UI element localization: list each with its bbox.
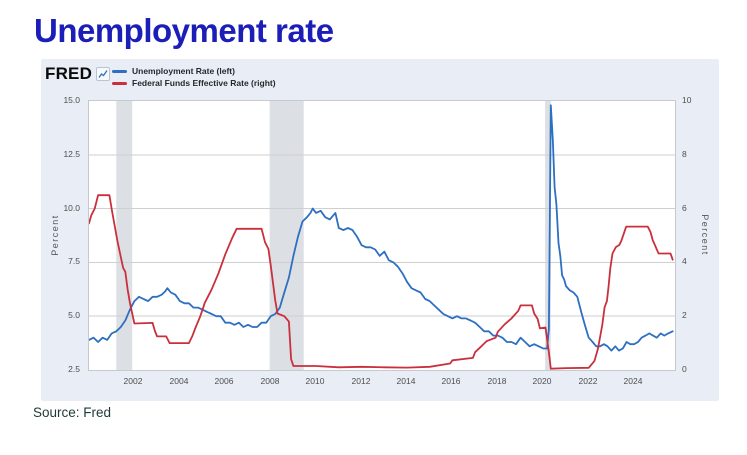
y-tick-left: 2.5 [68,364,80,374]
legend-label-unemployment: Unemployment Rate (left) [132,66,235,76]
series-unemployment-rate [89,104,674,352]
x-tick: 2022 [578,376,598,386]
y-axis-right: 10 8 6 4 2 0 [679,95,709,374]
legend-label-fed-funds: Federal Funds Effective Rate (right) [132,78,276,88]
y-tick-left: 7.5 [68,256,80,266]
y-tick-right: 0 [682,364,687,374]
legend-item-fed-funds: Federal Funds Effective Rate (right) [112,77,276,89]
y-tick-left: 15.0 [63,95,80,105]
x-tick: 2008 [260,376,280,386]
y-axis-left: 15.0 12.5 10.0 7.5 5.0 2.5 [41,95,84,374]
x-tick: 2024 [623,376,643,386]
page-title: Unemployment rate [34,12,334,49]
x-tick: 2018 [487,376,507,386]
source-caption: Source: Fred [33,405,112,420]
fred-brand-text: FRED [45,64,93,83]
y-tick-left: 10.0 [63,203,80,213]
y-tick-right: 10 [682,95,692,105]
y-tick-right: 2 [682,310,687,320]
chart-legend: Unemployment Rate (left) Federal Funds E… [112,65,276,89]
legend-swatch-unemployment [112,69,127,73]
recession-band [545,101,551,370]
fred-chart-card: FRED Unemployment Rate (left) Federal Fu… [41,59,719,401]
x-tick: 2016 [441,376,461,386]
x-axis: 2002 2004 2006 2008 2010 2012 2014 2016 2018 2020… [88,374,674,388]
fred-sparkline-icon [96,67,111,81]
recession-band [116,101,133,370]
legend-item-unemployment: Unemployment Rate (left) [112,65,276,77]
x-tick: 2002 [123,376,143,386]
x-tick: 2004 [169,376,189,386]
x-tick: 2020 [532,376,552,386]
x-tick: 2012 [351,376,371,386]
x-tick: 2014 [396,376,416,386]
y-tick-right: 6 [682,203,687,213]
y-tick-left: 5.0 [68,310,80,320]
series-fed-funds [89,194,674,370]
plot-canvas [89,101,675,370]
x-tick: 2010 [305,376,325,386]
y-tick-left: 12.5 [63,149,80,159]
y-tick-right: 8 [682,149,687,159]
x-tick: 2006 [214,376,234,386]
fred-logo: FRED [45,63,111,85]
y-tick-right: 4 [682,256,687,266]
plot-area [88,100,676,371]
legend-swatch-fed-funds [112,81,127,85]
